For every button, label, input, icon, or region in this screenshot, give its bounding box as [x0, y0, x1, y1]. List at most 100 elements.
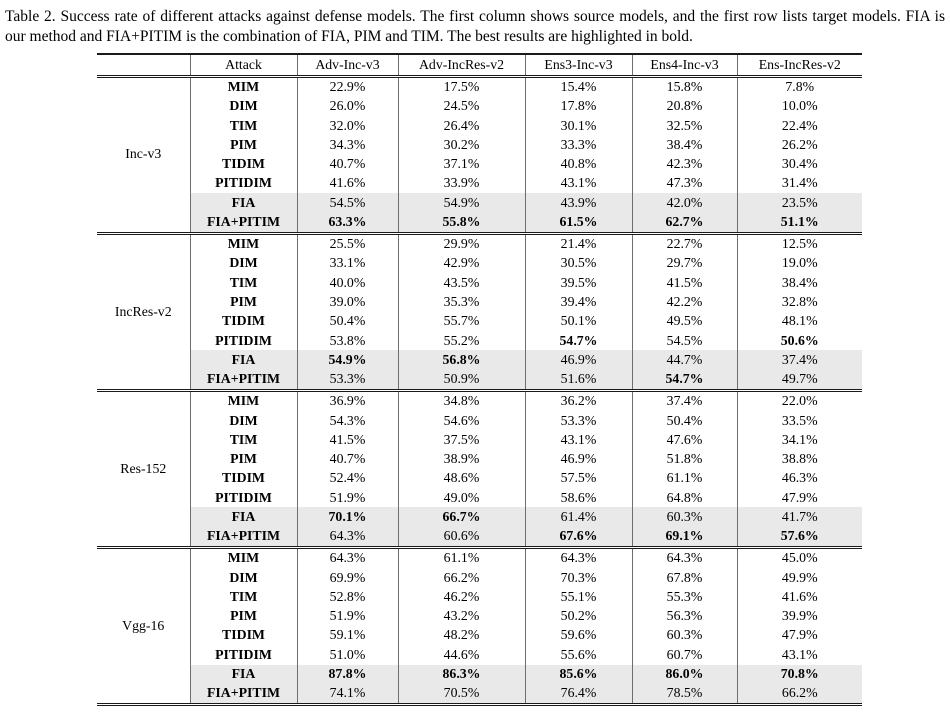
value-cell: 51.0%	[296, 645, 398, 665]
attack-name-cell: TIDIM	[189, 468, 297, 489]
value-cell: 86.3%	[397, 664, 525, 684]
column-header: Adv-Inc-v3	[296, 54, 398, 78]
value-cell: 22.7%	[631, 231, 737, 254]
table-row: PITIDIM 41.6% 33.9% 43.1% 47.3% 31.4%	[97, 173, 862, 194]
value-cell: 57.6%	[736, 526, 862, 548]
attack-name-cell: FIA+PITIM	[189, 683, 297, 707]
value-cell: 31.4%	[736, 173, 862, 194]
value-cell: 53.3%	[524, 411, 632, 431]
value-cell: 12.5%	[736, 231, 862, 254]
value-cell: 51.6%	[524, 369, 632, 391]
value-cell: 37.4%	[631, 388, 737, 412]
value-cell: 61.5%	[524, 212, 632, 234]
value-cell: 30.4%	[736, 154, 862, 174]
value-cell: 60.3%	[631, 507, 737, 527]
attack-name-cell: FIA+PITIM	[189, 369, 297, 391]
attack-name-cell: FIA	[189, 507, 297, 527]
table-row: FIA+PITIM 74.1% 70.5% 76.4% 78.5% 66.2%	[97, 683, 862, 707]
table-row: FIA+PITIM 63.3% 55.8% 61.5% 62.7% 51.1%	[97, 212, 862, 234]
value-cell: 51.8%	[631, 449, 737, 469]
table-header: Attack Adv-Inc-v3 Adv-IncRes-v2 Ens3-Inc-v3…	[97, 54, 862, 78]
value-cell: 55.2%	[397, 331, 525, 351]
source-model-cell: Inc-v3	[125, 146, 162, 162]
value-cell: 78.5%	[631, 683, 737, 707]
value-cell: 41.5%	[631, 273, 737, 293]
value-cell: 43.1%	[524, 173, 632, 194]
value-cell: 33.3%	[524, 135, 632, 155]
value-cell: 38.4%	[736, 273, 862, 293]
value-cell: 55.8%	[397, 212, 525, 234]
value-cell: 57.5%	[524, 468, 632, 489]
value-cell: 34.1%	[736, 430, 862, 450]
table-row: FIA+PITIM 64.3% 60.6% 67.6% 69.1% 57.6%	[97, 526, 862, 548]
value-cell: 87.8%	[296, 664, 398, 684]
attack-name-cell: PITIDIM	[189, 173, 297, 194]
table-body: Inc-v3 MIM 22.9% 17.5% 15.4% 15.8% 7.8% DIM 26.0…	[97, 76, 862, 707]
value-cell: 48.6%	[397, 468, 525, 489]
table-row: Res-152 MIM 36.9% 34.8% 36.2% 37.4% 22.0%	[97, 388, 862, 548]
corner-cell	[97, 54, 190, 78]
attack-name-cell: DIM	[189, 253, 297, 274]
value-cell: 47.9%	[736, 488, 862, 508]
table-row: TIDIM 50.4% 55.7% 50.1% 49.5% 48.1%	[97, 311, 862, 331]
value-cell: 39.4%	[524, 292, 632, 312]
table-row: PITIDIM 51.0% 44.6% 55.6% 60.7% 43.1%	[97, 645, 862, 665]
attack-name-cell: DIM	[189, 411, 297, 431]
table-row: TIM 52.8% 46.2% 55.1% 55.3% 41.6%	[97, 587, 862, 607]
value-cell: 15.8%	[631, 76, 737, 97]
value-cell: 37.1%	[397, 154, 525, 174]
value-cell: 55.7%	[397, 311, 525, 331]
value-cell: 30.2%	[397, 135, 525, 155]
value-cell: 52.8%	[296, 587, 398, 607]
value-cell: 15.4%	[524, 76, 632, 97]
header-row: Attack Adv-Inc-v3 Adv-IncRes-v2 Ens3-Inc-v3…	[97, 54, 862, 78]
attack-name-cell: PIM	[189, 292, 297, 312]
attack-name-cell: MIM	[189, 388, 297, 412]
table-row: TIM 32.0% 26.4% 30.1% 32.5% 22.4%	[97, 116, 862, 136]
value-cell: 54.9%	[296, 350, 398, 370]
table-row: DIM 26.0% 24.5% 17.8% 20.8% 10.0%	[97, 96, 862, 117]
value-cell: 51.9%	[296, 488, 398, 508]
table-row: Vgg-16 MIM 64.3% 61.1% 64.3% 64.3% 45.0%	[97, 545, 862, 707]
value-cell: 39.5%	[524, 273, 632, 293]
value-cell: 32.0%	[296, 116, 398, 136]
value-cell: 26.2%	[736, 135, 862, 155]
value-cell: 58.6%	[524, 488, 632, 508]
attack-name-cell: TIM	[189, 430, 297, 450]
attack-name-cell: PIM	[189, 606, 297, 626]
value-cell: 51.9%	[296, 606, 398, 626]
value-cell: 20.8%	[631, 96, 737, 117]
value-cell: 54.7%	[524, 331, 632, 351]
value-cell: 41.6%	[296, 173, 398, 194]
attack-name-cell: TIDIM	[189, 625, 297, 646]
value-cell: 39.9%	[736, 606, 862, 626]
value-cell: 70.3%	[524, 568, 632, 588]
value-cell: 70.5%	[397, 683, 525, 707]
value-cell: 19.0%	[736, 253, 862, 274]
source-model-cell: IncRes-v2	[97, 231, 190, 391]
value-cell: 64.3%	[296, 545, 398, 569]
value-cell: 50.4%	[296, 311, 398, 331]
value-cell: 85.6%	[524, 664, 632, 684]
attack-name-cell: FIA+PITIM	[189, 526, 297, 548]
value-cell: 47.9%	[736, 625, 862, 646]
value-cell: 49.7%	[736, 369, 862, 391]
table-row: TIDIM 52.4% 48.6% 57.5% 61.1% 46.3%	[97, 468, 862, 489]
value-cell: 33.5%	[736, 411, 862, 431]
value-cell: 53.8%	[296, 331, 398, 351]
value-cell: 40.0%	[296, 273, 398, 293]
attack-name-cell: TIM	[189, 587, 297, 607]
table-row: TIM 40.0% 43.5% 39.5% 41.5% 38.4%	[97, 273, 862, 293]
value-cell: 50.9%	[397, 369, 525, 391]
value-cell: 54.6%	[397, 411, 525, 431]
value-cell: 32.5%	[631, 116, 737, 136]
value-cell: 41.6%	[736, 587, 862, 607]
value-cell: 22.4%	[736, 116, 862, 136]
value-cell: 59.1%	[296, 625, 398, 646]
value-cell: 46.9%	[524, 350, 632, 370]
attack-name-cell: DIM	[189, 568, 297, 588]
value-cell: 76.4%	[524, 683, 632, 707]
results-table: Attack Adv-Inc-v3 Adv-IncRes-v2 Ens3-Inc-v3…	[97, 53, 862, 707]
attack-name-cell: PITIDIM	[189, 331, 297, 351]
value-cell: 40.7%	[296, 154, 398, 174]
